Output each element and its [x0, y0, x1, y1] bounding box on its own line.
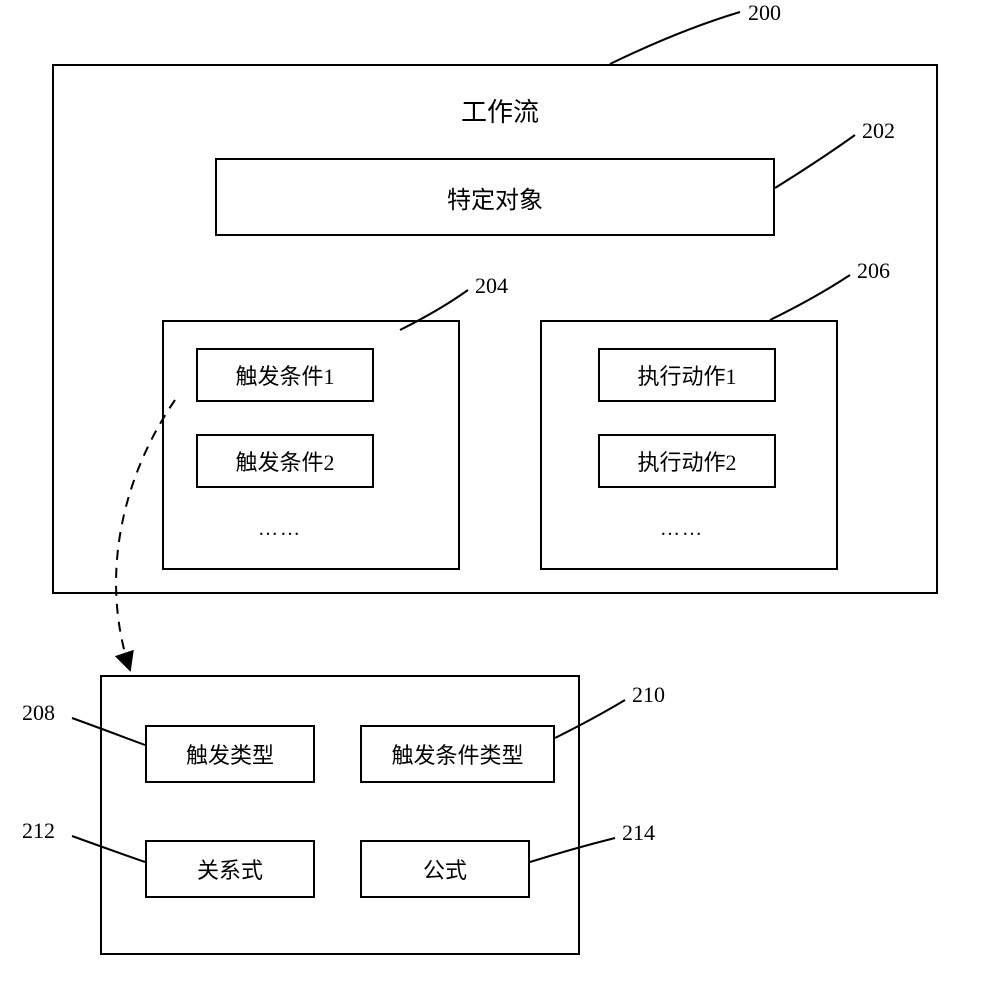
trigger-cond-type-box: 触发条件类型 [360, 725, 555, 783]
ref-208: 208 [22, 700, 55, 726]
trigger-cond-type-label: 触发条件类型 [391, 738, 523, 770]
trigger-type-box: 触发类型 [145, 725, 315, 783]
trigger-item-2: 触发条件2 [196, 434, 374, 488]
ref-214: 214 [622, 820, 655, 846]
specific-object-box: 特定对象 [215, 158, 775, 236]
workflow-title: 工作流 [0, 92, 1000, 129]
formula-box: 公式 [360, 840, 530, 898]
relation-label: 关系式 [197, 853, 263, 885]
action-item-2-label: 执行动作2 [637, 445, 736, 477]
specific-object-label: 特定对象 [447, 180, 543, 215]
action-item-1: 执行动作1 [598, 348, 776, 402]
ref-204: 204 [475, 273, 508, 299]
leader-200 [610, 12, 740, 64]
ref-206: 206 [857, 258, 890, 284]
ref-200: 200 [748, 0, 781, 26]
trigger-ellipsis: …… [258, 518, 302, 541]
trigger-type-label: 触发类型 [186, 738, 274, 770]
action-item-1-label: 执行动作1 [637, 359, 736, 391]
action-item-2: 执行动作2 [598, 434, 776, 488]
ref-202: 202 [862, 118, 895, 144]
formula-label: 公式 [423, 853, 467, 885]
ref-210: 210 [632, 682, 665, 708]
detail-group-container [100, 675, 580, 955]
ref-212: 212 [22, 818, 55, 844]
relation-box: 关系式 [145, 840, 315, 898]
action-ellipsis: …… [660, 518, 704, 541]
trigger-item-1-label: 触发条件1 [235, 359, 334, 391]
trigger-item-1: 触发条件1 [196, 348, 374, 402]
trigger-item-2-label: 触发条件2 [235, 445, 334, 477]
